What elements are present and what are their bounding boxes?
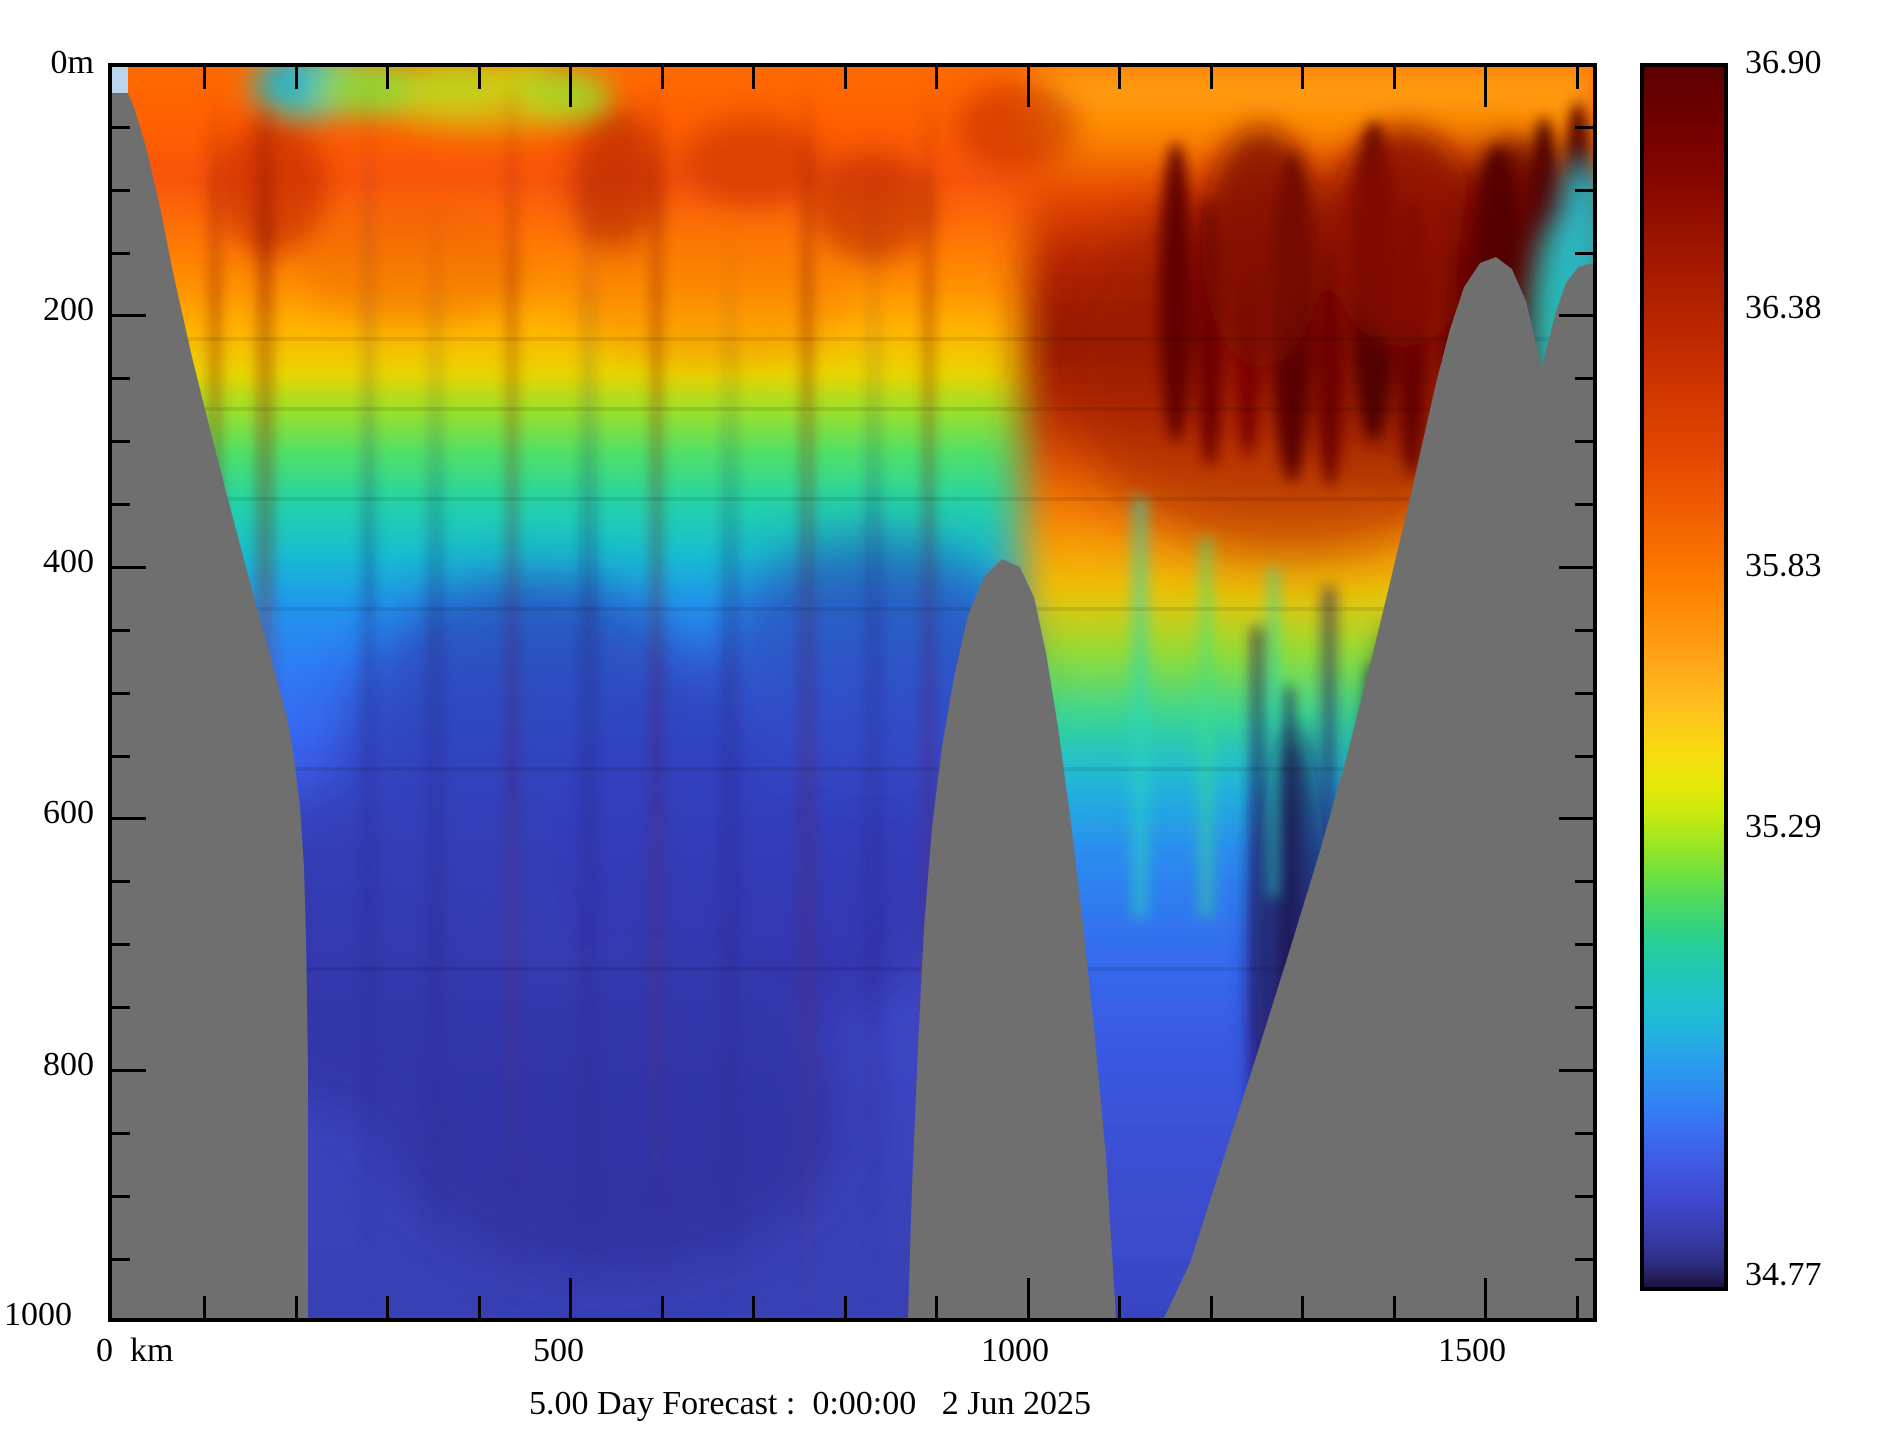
ytick-minor-350	[112, 503, 130, 506]
ytick-minor-950	[112, 1258, 130, 1261]
ylabel-600: 600	[43, 794, 94, 831]
xtick-b-minor-1400	[1393, 1296, 1396, 1318]
xtick-b-minor-400	[478, 1296, 481, 1318]
xtick-b-major-500	[569, 1278, 572, 1318]
eastern-slope	[1164, 257, 1593, 1318]
ylabel-400: 400	[43, 543, 94, 580]
colorbar-label-min: 34.77	[1745, 1256, 1822, 1293]
xtick-b-minor-1100	[1118, 1296, 1121, 1318]
ytick-major-800	[112, 1069, 146, 1072]
central-seamount	[908, 559, 1116, 1318]
ytick-r-minor-50	[1575, 126, 1593, 129]
xtick-t-major-1500	[1484, 67, 1487, 107]
ytick-r-minor-100	[1575, 189, 1593, 192]
ytick-r-minor-950	[1575, 1258, 1593, 1261]
ytick-r-minor-700	[1575, 943, 1593, 946]
xlabel-1000: 1000	[981, 1332, 1049, 1369]
ytick-minor-750	[112, 1006, 130, 1009]
xlabel-1500: 1500	[1438, 1332, 1506, 1369]
ytick-minor-500	[112, 692, 130, 695]
colorbar-label-2: 36.38	[1745, 289, 1822, 326]
ytick-r-minor-850	[1575, 1132, 1593, 1135]
ytick-r-major-400	[1559, 566, 1593, 569]
ytick-r-minor-350	[1575, 503, 1593, 506]
colorbar-gradient	[1644, 67, 1724, 1287]
ytick-minor-850	[112, 1132, 130, 1135]
xtick-b-minor-200	[295, 1296, 298, 1318]
ylabel-0m: 0m	[50, 44, 94, 81]
ytick-r-minor-900	[1575, 1195, 1593, 1198]
ytick-r-minor-750	[1575, 1006, 1593, 1009]
xtick-t-major-500	[569, 67, 572, 107]
xtick-b-major-1000	[1027, 1278, 1030, 1318]
ytick-r-major-200	[1559, 314, 1593, 317]
xtick-t-minor-900	[935, 67, 938, 89]
xtick-b-minor-1200	[1210, 1296, 1213, 1318]
xtick-b-major-1500	[1484, 1278, 1487, 1318]
xlabel-500: 500	[533, 1332, 584, 1369]
xtick-t-minor-1300	[1301, 67, 1304, 89]
xtick-b-minor-700	[752, 1296, 755, 1318]
ytick-r-minor-450	[1575, 629, 1593, 632]
ytick-minor-250	[112, 377, 130, 380]
ytick-minor-700	[112, 943, 130, 946]
plot-inner-area	[112, 67, 1593, 1318]
ylabel-1000: 1000	[4, 1296, 72, 1333]
ytick-major-200	[112, 314, 146, 317]
xtick-b-minor-1300	[1301, 1296, 1304, 1318]
ytick-minor-100	[112, 189, 130, 192]
ytick-minor-50	[112, 126, 130, 129]
ytick-minor-900	[112, 1195, 130, 1198]
colorbar-label-3: 35.83	[1745, 547, 1822, 584]
xtick-t-major-1000	[1027, 67, 1030, 107]
xlabel-0km: 0 km	[96, 1332, 174, 1369]
xtick-t-minor-300	[386, 67, 389, 89]
xtick-b-minor-600	[661, 1296, 664, 1318]
bathymetry-mask	[112, 67, 1593, 1318]
xtick-t-minor-100	[203, 67, 206, 89]
ytick-minor-150	[112, 252, 130, 255]
xtick-t-minor-400	[478, 67, 481, 89]
xtick-t-minor-1400	[1393, 67, 1396, 89]
ylabel-200: 200	[43, 291, 94, 328]
ytick-r-minor-500	[1575, 692, 1593, 695]
salinity-colorbar[interactable]	[1640, 63, 1728, 1291]
ytick-r-minor-250	[1575, 377, 1593, 380]
ytick-r-minor-650	[1575, 880, 1593, 883]
ylabel-800: 800	[43, 1046, 94, 1083]
ytick-r-major-800	[1559, 1069, 1593, 1072]
xtick-t-minor-1200	[1210, 67, 1213, 89]
ytick-r-minor-550	[1575, 755, 1593, 758]
xtick-t-minor-1100	[1118, 67, 1121, 89]
xtick-b-minor-100	[203, 1296, 206, 1318]
forecast-caption: 5.00 Day Forecast : 0:00:00 2 Jun 2025	[529, 1385, 1091, 1422]
salinity-section-plot[interactable]	[108, 63, 1597, 1322]
xtick-t-minor-200	[295, 67, 298, 89]
xtick-b-minor-300	[386, 1296, 389, 1318]
xtick-b-minor-1600	[1576, 1296, 1579, 1318]
ytick-major-400	[112, 566, 146, 569]
shelf-surface-cell	[112, 67, 128, 93]
xtick-t-minor-700	[752, 67, 755, 89]
xtick-t-minor-600	[661, 67, 664, 89]
ytick-major-600	[112, 817, 146, 820]
colorbar-label-4: 35.29	[1745, 808, 1822, 845]
xtick-t-minor-800	[844, 67, 847, 89]
ytick-minor-550	[112, 755, 130, 758]
ytick-r-minor-300	[1575, 440, 1593, 443]
ytick-minor-300	[112, 440, 130, 443]
ytick-r-major-600	[1559, 817, 1593, 820]
ytick-r-minor-150	[1575, 252, 1593, 255]
colorbar-label-max: 36.90	[1745, 44, 1822, 81]
xtick-b-minor-800	[844, 1296, 847, 1318]
western-shelf	[112, 93, 308, 1318]
xtick-t-minor-1600	[1576, 67, 1579, 89]
ytick-minor-650	[112, 880, 130, 883]
xtick-b-minor-900	[935, 1296, 938, 1318]
ytick-minor-450	[112, 629, 130, 632]
